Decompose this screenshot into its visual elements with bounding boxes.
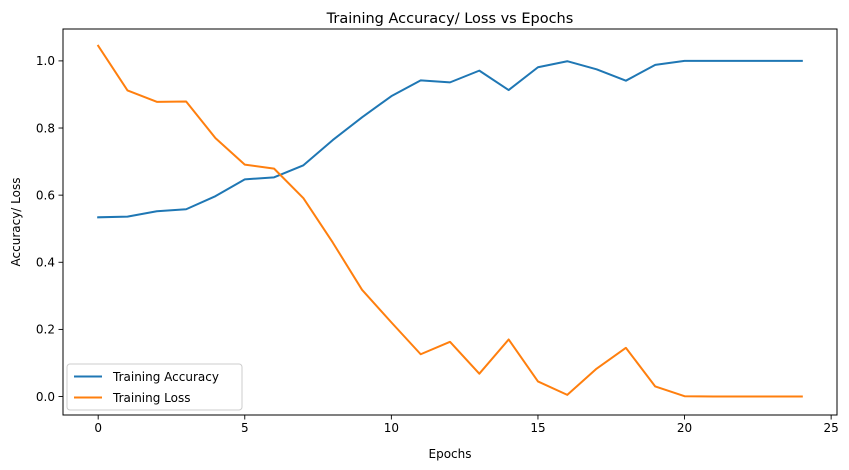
y-tick-label: 0.2 [36,323,55,337]
series-line-training-accuracy [97,59,803,219]
x-tick-label: 15 [530,421,545,435]
y-tick-label: 1.0 [36,54,55,68]
y-tick-label: 0.0 [36,390,55,404]
legend-box [66,363,243,411]
y-tick-label: 0.6 [36,188,55,202]
chart-title: Training Accuracy/ Loss vs Epochs [326,11,574,27]
x-tick-label: 5 [241,421,249,435]
x-tick-label: 0 [94,421,102,435]
legend-label-training-accuracy: Training Accuracy [112,370,219,384]
x-tick-label: 20 [677,421,692,435]
legend: Training Accuracy Training Loss [66,363,243,411]
x-axis-label: Epochs [429,447,472,461]
legend-label-training-loss: Training Loss [112,391,190,405]
x-tick-label: 25 [823,421,838,435]
series-line-training-loss [96,44,803,398]
y-tick-label: 0.4 [36,256,55,270]
plot-area [62,28,838,416]
y-tick-label: 0.8 [36,121,55,135]
y-axis-label: Accuracy/ Loss [9,178,23,267]
x-tick-label: 10 [384,421,399,435]
